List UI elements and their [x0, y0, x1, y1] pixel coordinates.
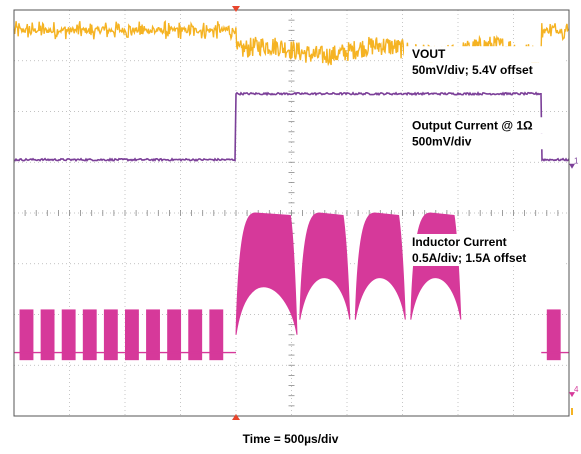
inductor-current-burst: [103, 309, 118, 361]
trace-label-bg: [404, 62, 564, 79]
channel-marker: [569, 163, 575, 169]
trace-label: Inductor Current: [412, 235, 507, 249]
trace-label-bg: [404, 133, 564, 150]
inductor-current-lobe: [354, 212, 406, 320]
oscilloscope-plot: VOUT 50mV/div; 5.4V offset Output Current …: [13, 6, 579, 420]
trace-label: VOUT: [412, 47, 446, 61]
channel-marker-label: 1: [574, 157, 579, 166]
inductor-current-burst: [125, 309, 139, 361]
inductor-current-lobe: [235, 212, 298, 335]
inductor-current-burst: [188, 309, 203, 361]
x-axis-label: Time = 500µs/div: [242, 432, 339, 446]
trace-label-bg: [404, 117, 564, 134]
plot-border: [13, 9, 570, 417]
inductor-current-burst: [61, 309, 76, 361]
markers: 14: [232, 6, 579, 420]
channel-marker: [571, 408, 573, 415]
trace-label-bg: [404, 249, 564, 266]
output-current-trace: [13, 91, 570, 163]
trigger-marker-bottom: [232, 414, 240, 420]
trace-label-bg: [404, 46, 564, 63]
inductor-current-burst: [146, 309, 160, 361]
inductor-current-burst: [209, 309, 224, 361]
trace-label: Output Current @ 1Ω: [412, 118, 533, 132]
trace-labels: VOUT 50mV/div; 5.4V offset Output Current …: [404, 46, 564, 266]
inductor-current-lobe: [299, 212, 351, 320]
channel-marker: [569, 392, 575, 398]
trace-label: 500mV/div: [412, 134, 472, 148]
inductor-current-burst: [19, 309, 34, 361]
trigger-marker-top: [232, 6, 240, 12]
inductor-current-burst: [167, 309, 182, 361]
trace-label: 50mV/div; 5.4V offset: [412, 63, 533, 77]
vout-trace: [13, 19, 569, 67]
trace-label-bg: [404, 233, 564, 250]
inductor-current-burst: [546, 309, 561, 361]
trace-label: 0.5A/div; 1.5A offset: [412, 251, 526, 265]
inductor-current-burst: [40, 309, 55, 361]
channel-marker-label: 4: [574, 385, 579, 394]
inductor-current-burst: [82, 309, 97, 361]
